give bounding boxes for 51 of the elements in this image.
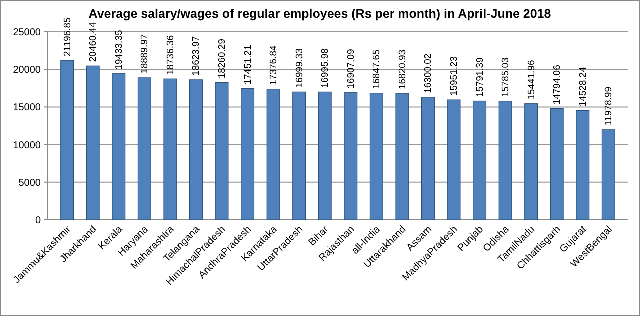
- bar: [138, 78, 152, 220]
- data-label: 21196.85: [62, 18, 74, 57]
- data-label: 20460.44: [88, 22, 100, 62]
- data-label: 16995.98: [320, 48, 332, 88]
- data-label: 16847.65: [372, 50, 383, 90]
- data-label: 18736.36: [165, 35, 176, 76]
- data-label: 16999.33: [294, 48, 306, 88]
- data-label: 15951.23: [449, 56, 460, 96]
- bar: [266, 89, 280, 220]
- data-label: 18260.29: [217, 39, 228, 79]
- bar: [498, 100, 512, 220]
- bar: [318, 92, 332, 220]
- bar: [473, 100, 487, 220]
- bar: [524, 104, 538, 220]
- bar: [447, 100, 461, 220]
- y-tick-label: 15000: [13, 102, 42, 114]
- bar: [189, 80, 203, 220]
- data-label: 17376.84: [268, 46, 280, 86]
- data-label: 15441.96: [526, 60, 538, 100]
- bar: [344, 92, 358, 220]
- y-tick-label: 10000: [13, 140, 42, 152]
- data-label: 14794.06: [552, 65, 564, 105]
- bar: [292, 92, 306, 220]
- data-label: 11978.99: [604, 86, 615, 126]
- data-label: 15785.03: [500, 58, 512, 98]
- data-label: 19433.35: [114, 30, 125, 70]
- bar: [86, 66, 100, 220]
- y-tick-label: 0: [35, 216, 42, 226]
- chart-title: Average salary/wages of regular employees (Rs per month) in April-June 2018: [88, 7, 552, 21]
- bar: [396, 93, 410, 220]
- bar: [60, 60, 74, 220]
- data-label: 15791.39: [474, 58, 486, 98]
- bar: [241, 88, 255, 220]
- bar: [421, 97, 435, 220]
- bar: [215, 82, 229, 220]
- data-label: 17451.21: [242, 45, 254, 85]
- data-label: 16300.02: [423, 54, 434, 94]
- bar: [602, 130, 616, 220]
- bar: [576, 110, 590, 220]
- y-tick-label: 5000: [18, 178, 42, 189]
- data-label: 14528.24: [578, 67, 589, 107]
- bar: [112, 74, 126, 220]
- y-tick-label: 20000: [13, 65, 42, 76]
- data-label: 18889.97: [140, 34, 151, 74]
- y-tick-label: 25000: [13, 28, 42, 38]
- bar: [370, 93, 384, 220]
- bar: [550, 108, 564, 220]
- bar: [164, 78, 178, 220]
- data-label: 16907.09: [346, 49, 357, 89]
- data-label: 18623.97: [191, 36, 202, 76]
- data-label: 16820.93: [397, 50, 408, 90]
